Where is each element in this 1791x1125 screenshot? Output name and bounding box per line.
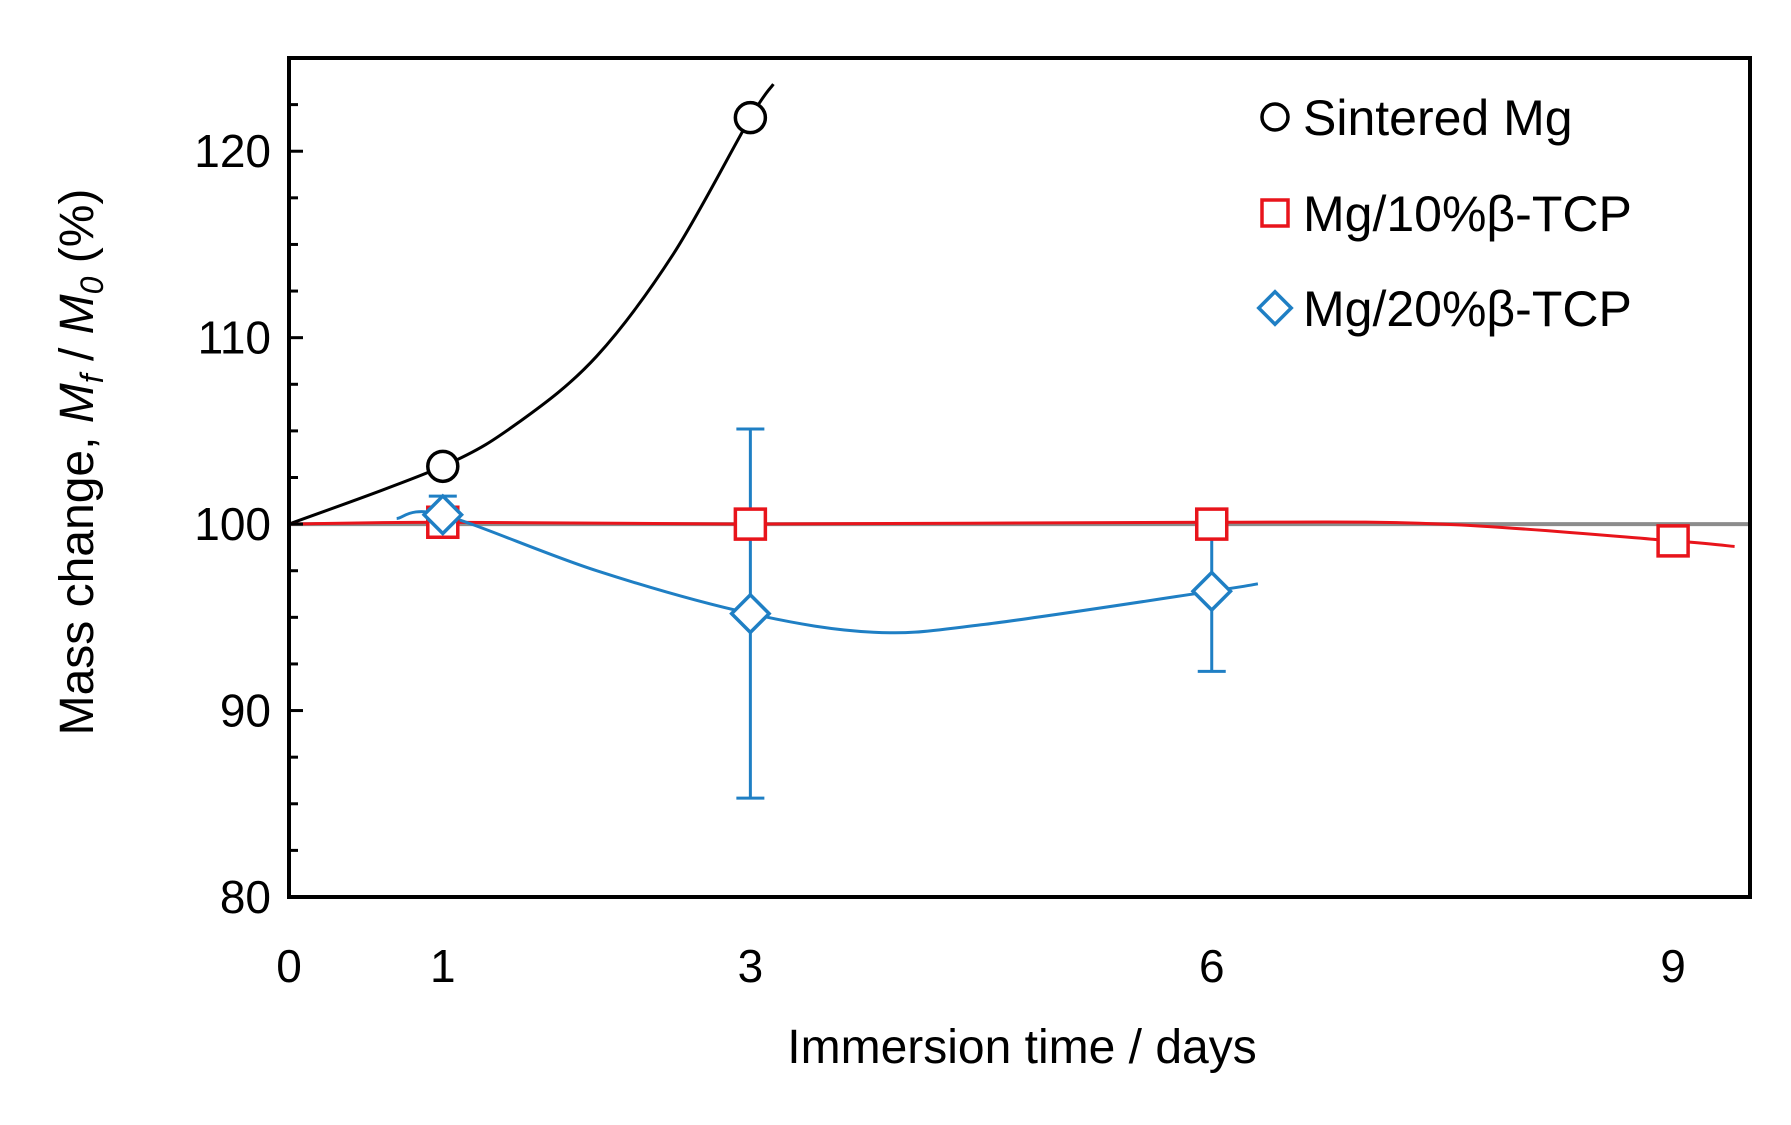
y-axis-title-m2: M — [51, 294, 104, 334]
data-point-square — [1656, 524, 1690, 558]
legend-marker-square — [1260, 198, 1290, 228]
data-point-square — [1194, 507, 1229, 541]
y-axis-title-sub2: 0 — [74, 276, 110, 294]
series-curve-diamond — [396, 510, 1259, 635]
y-axis-title-m1: M — [51, 383, 104, 423]
legend-marker-circle — [1260, 102, 1290, 132]
x-tick-label: 9 — [1660, 940, 1686, 992]
data-point-diamond — [421, 493, 465, 537]
x-tick-label: 1 — [430, 940, 456, 992]
y-axis-ticks — [289, 56, 303, 899]
data-point-circle — [426, 449, 460, 484]
y-tick-label: 100 — [194, 498, 271, 550]
data-point-diamond — [729, 592, 772, 635]
x-tick-label: 0 — [276, 940, 302, 992]
legend-marker-diamond — [1256, 289, 1294, 327]
plot-frame — [287, 56, 1752, 899]
data-point-circle — [733, 100, 768, 135]
data-point-diamond — [1190, 570, 1233, 613]
y-axis-title-slash: / — [51, 334, 104, 374]
y-tick-label: 80 — [220, 871, 271, 923]
legend-label-square: Mg/10%β-TCP — [1303, 186, 1632, 242]
x-tick-label: 6 — [1199, 940, 1225, 992]
tick-labels: 80 90 100 110 120 0 1 3 6 9 — [194, 125, 1686, 992]
legend-label-circle: Sintered Mg — [1303, 90, 1573, 146]
curves-layer — [288, 83, 1735, 635]
x-tick-label: 3 — [738, 940, 764, 992]
y-axis-title-prefix: Mass change, — [51, 423, 104, 735]
legend-label-diamond: Mg/20%β-TCP — [1303, 281, 1632, 337]
y-tick-label: 110 — [198, 312, 271, 364]
legend: Sintered Mg Mg/10%β-TCP Mg/20%β-TCP — [1256, 90, 1632, 337]
x-axis-title: Immersion time / days — [787, 1021, 1256, 1074]
y-tick-label: 120 — [194, 125, 271, 177]
y-axis-title: Mass change, Mf / M0 (%) — [51, 189, 110, 736]
data-point-square — [733, 507, 768, 541]
y-tick-label: 90 — [220, 685, 271, 737]
marker-layer — [421, 100, 1690, 635]
series-curve-circle — [288, 83, 775, 526]
errorbar-layer — [428, 427, 1226, 800]
y-axis-title-suffix: (%) — [51, 189, 104, 277]
